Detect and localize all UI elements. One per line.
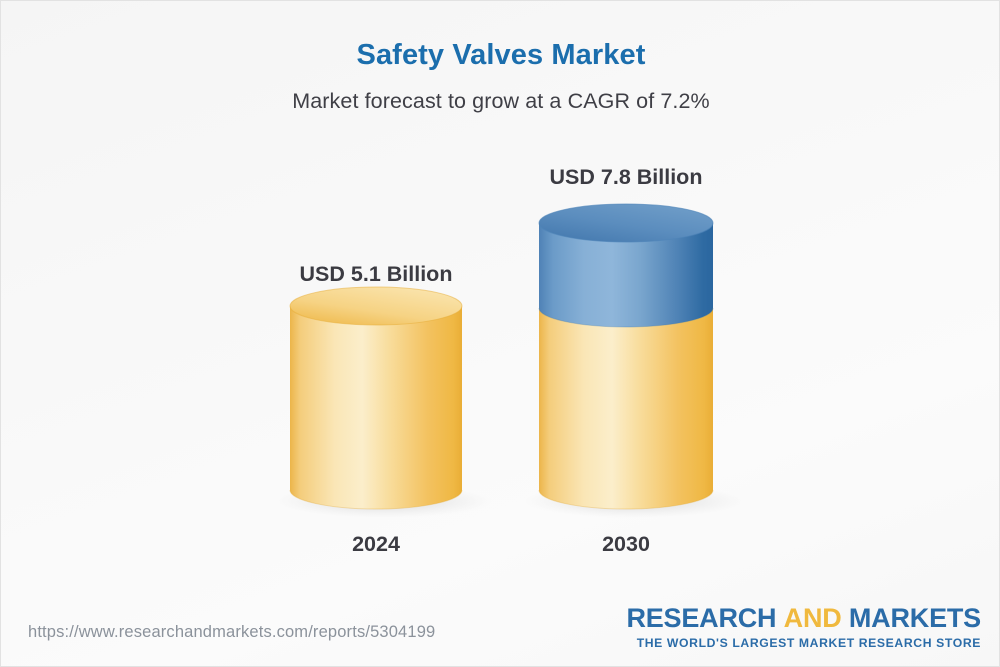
cylinder-2024 (289, 286, 463, 510)
cylinder-2030 (538, 203, 714, 510)
logo-word-and: AND (783, 603, 842, 633)
cylinder-2030-segment-divider (538, 307, 714, 328)
category-label-2024: 2024 (352, 532, 400, 556)
logo-wordmark: RESEARCH AND MARKETS (626, 605, 981, 632)
cylinder-2024-bottom-rim (289, 489, 463, 510)
logo-word-markets: MARKETS (848, 603, 981, 633)
research-and-markets-logo[interactable]: RESEARCH AND MARKETS THE WORLD'S LARGEST… (626, 605, 981, 650)
source-url[interactable]: https://www.researchandmarkets.com/repor… (28, 623, 436, 641)
chart-subtitle: Market forecast to grow at a CAGR of 7.2… (292, 89, 710, 113)
logo-word-research: RESEARCH (626, 603, 777, 633)
cylinder-2024-top-rim (289, 286, 463, 326)
cylinder-2024-top-cap (290, 287, 462, 325)
cylinder-2030-top-rim (538, 203, 714, 243)
cylinder-2030-bottom-rim (538, 489, 714, 510)
logo-tagline: THE WORLD'S LARGEST MARKET RESEARCH STOR… (636, 636, 981, 650)
cylinder-2024-body (290, 306, 462, 509)
value-label-2030: USD 7.8 Billion (549, 165, 703, 189)
chart-title: Safety Valves Market (356, 39, 646, 71)
category-label-2030: 2030 (602, 532, 650, 556)
value-label-2024: USD 5.1 Billion (299, 262, 453, 286)
cylinder-2030-top-cap (539, 204, 713, 242)
